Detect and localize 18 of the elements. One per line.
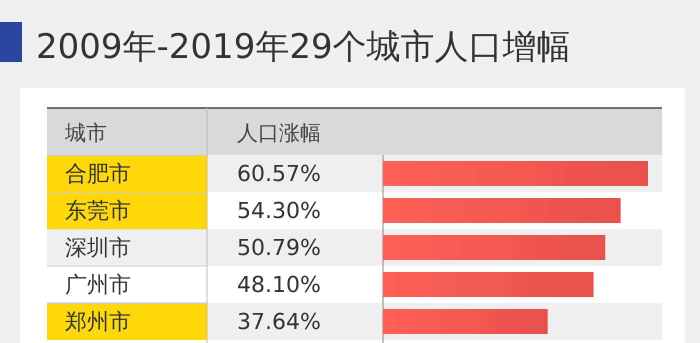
y-tick-label: 郑州市 xyxy=(65,310,131,335)
y-tick-label: 广州市 xyxy=(65,273,131,298)
y-tick-label: 合肥市 xyxy=(65,162,131,187)
bar xyxy=(383,235,606,260)
y-tick-label: 东莞市 xyxy=(65,199,131,224)
data-label: 54.30% xyxy=(237,199,321,224)
chart-title: 2009年-2019年29个城市人口增幅 xyxy=(36,27,571,67)
bar xyxy=(383,272,594,297)
data-label: 50.79% xyxy=(237,236,321,261)
data-label: 60.57% xyxy=(237,162,321,187)
y-tick-label: 深圳市 xyxy=(65,236,131,261)
x-axis-title: 人口涨幅 xyxy=(237,121,321,145)
bar xyxy=(383,161,648,186)
data-label: 37.64% xyxy=(237,310,321,335)
bar xyxy=(383,309,548,334)
data-label: 48.10% xyxy=(237,273,321,298)
bar xyxy=(383,198,621,223)
y-axis-title: 城市 xyxy=(64,121,107,145)
